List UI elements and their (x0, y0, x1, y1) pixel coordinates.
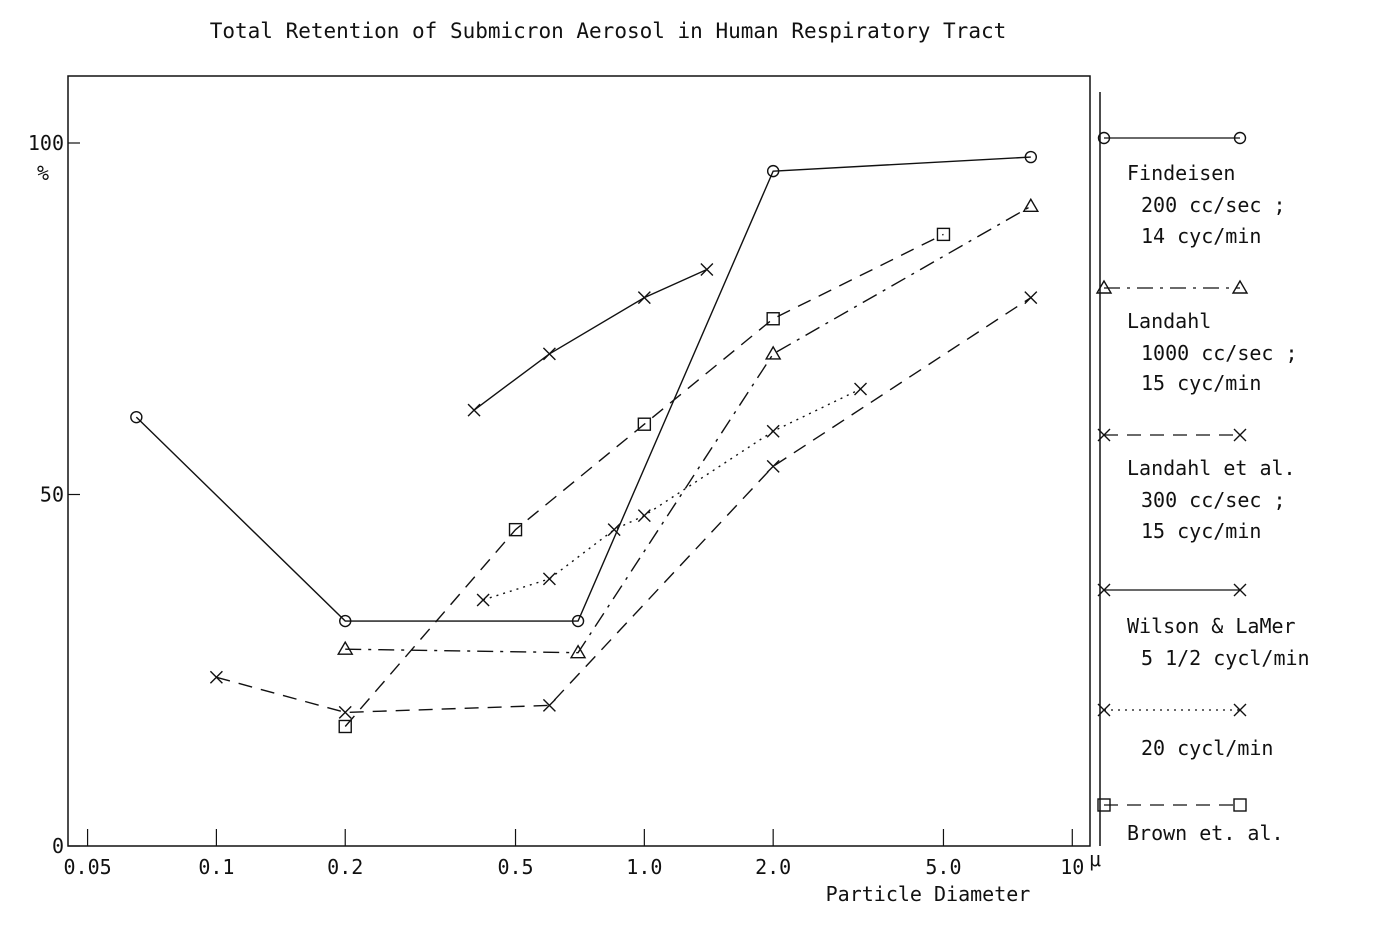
legend-detail: 5 1/2 cycl/min (1141, 646, 1310, 670)
legend-label: Findeisen (1127, 161, 1235, 185)
x-axis-ticks: 0.05 0.1 0.2 0.5 1.0 2.0 5.0 10 (63, 829, 1084, 879)
series-1 (337, 197, 1040, 659)
cross-marker (1097, 703, 1111, 717)
plot-frame (67, 75, 1091, 847)
circle-marker (766, 164, 780, 178)
triangle-marker (1231, 279, 1249, 294)
cross-marker (700, 263, 714, 277)
cross-marker (607, 523, 621, 537)
legend-detail: 1000 cc/sec ; (1141, 341, 1298, 365)
legend-label: Landahl (1127, 309, 1211, 333)
cross-marker (1233, 703, 1247, 717)
legend-detail: 15 cyc/min (1141, 519, 1261, 543)
series-line (135, 156, 1031, 622)
series-line (473, 268, 708, 411)
cross-marker (467, 403, 481, 417)
x-tick-label: 10 (1060, 855, 1084, 879)
cross-marker (766, 459, 780, 473)
series-layer (130, 150, 1040, 734)
cross-marker (1024, 291, 1038, 305)
circle-marker (1024, 150, 1038, 164)
cross-marker (637, 291, 651, 305)
square-marker (1233, 798, 1247, 812)
series-line (216, 297, 1032, 714)
triangle-marker (569, 644, 587, 659)
cross-marker (1233, 428, 1247, 442)
x-tick-label: 0.05 (63, 855, 111, 879)
circle-marker (339, 614, 352, 628)
x-tick-label: 0.5 (497, 855, 533, 879)
legend: Findeisen 200 cc/sec ; 14 cyc/min Landahl 10… (1095, 131, 1310, 845)
cross-marker (854, 382, 868, 396)
square-marker (936, 227, 951, 242)
cross-marker (476, 593, 490, 607)
cross-marker (637, 509, 651, 523)
circle-marker (1097, 131, 1111, 145)
legend-detail: 300 cc/sec ; (1141, 488, 1286, 512)
y-tick-label: 50 (40, 483, 64, 507)
series-5 (338, 227, 951, 734)
circle-marker (1233, 131, 1247, 145)
y-axis-ticks: 0 50 100 (28, 131, 80, 858)
square-marker (508, 522, 523, 537)
legend-detail: 15 cyc/min (1141, 371, 1261, 395)
legend-entry-5: Brown et. al. (1097, 798, 1284, 845)
series-line (344, 233, 944, 727)
square-marker (766, 312, 780, 326)
legend-detail: 20 cycl/min (1141, 736, 1273, 760)
triangle-marker (337, 640, 354, 655)
legend-label: Brown et. al. (1127, 821, 1284, 845)
cross-marker (542, 347, 556, 361)
triangle-marker (1095, 279, 1113, 294)
square-marker (1097, 798, 1111, 812)
cross-marker (1097, 583, 1111, 597)
y-tick-label: 0 (52, 834, 64, 858)
cross-marker (766, 424, 780, 438)
series-line (482, 388, 861, 601)
chart-title: Total Retention of Submicron Aerosol in … (210, 19, 1007, 43)
x-tick-label: 2.0 (755, 855, 791, 879)
x-tick-label: 5.0 (925, 855, 961, 879)
triangle-marker (764, 345, 782, 360)
cross-marker (542, 572, 556, 586)
legend-detail: 200 cc/sec ; (1141, 193, 1286, 217)
legend-entry-3: Wilson & LaMer 5 1/2 cycl/min (1097, 583, 1310, 670)
series-0 (130, 150, 1038, 628)
legend-detail: 14 cyc/min (1141, 224, 1261, 248)
square-marker (637, 417, 652, 431)
x-tick-label: 1.0 (626, 855, 662, 879)
legend-label: Wilson & LaMer (1127, 614, 1296, 638)
series-4 (476, 382, 868, 607)
legend-entry-1: Landahl 1000 cc/sec ; 15 cyc/min (1095, 279, 1298, 395)
x-axis-unit: μ (1089, 847, 1101, 871)
x-axis-title: Particle Diameter (826, 882, 1031, 906)
y-axis-unit: % (37, 161, 49, 185)
cross-marker (1233, 583, 1247, 597)
x-tick-label: 0.1 (198, 855, 234, 879)
circle-marker (571, 614, 585, 628)
x-tick-label: 0.2 (327, 855, 363, 879)
series-line (345, 205, 1032, 654)
triangle-marker (1022, 197, 1040, 212)
cross-marker (209, 670, 223, 684)
series-3 (467, 263, 714, 417)
circle-marker (130, 410, 143, 424)
y-tick-label: 100 (28, 131, 64, 155)
cross-marker (542, 698, 556, 712)
legend-entry-2: Landahl et al. 300 cc/sec ; 15 cyc/min (1097, 428, 1296, 543)
cross-marker (338, 705, 352, 719)
legend-label: Landahl et al. (1127, 456, 1296, 480)
cross-marker (1097, 428, 1111, 442)
legend-entry-0: Findeisen 200 cc/sec ; 14 cyc/min (1097, 131, 1286, 248)
legend-entry-4: 20 cycl/min (1097, 703, 1273, 760)
series-2 (209, 291, 1038, 719)
square-marker (338, 719, 352, 734)
